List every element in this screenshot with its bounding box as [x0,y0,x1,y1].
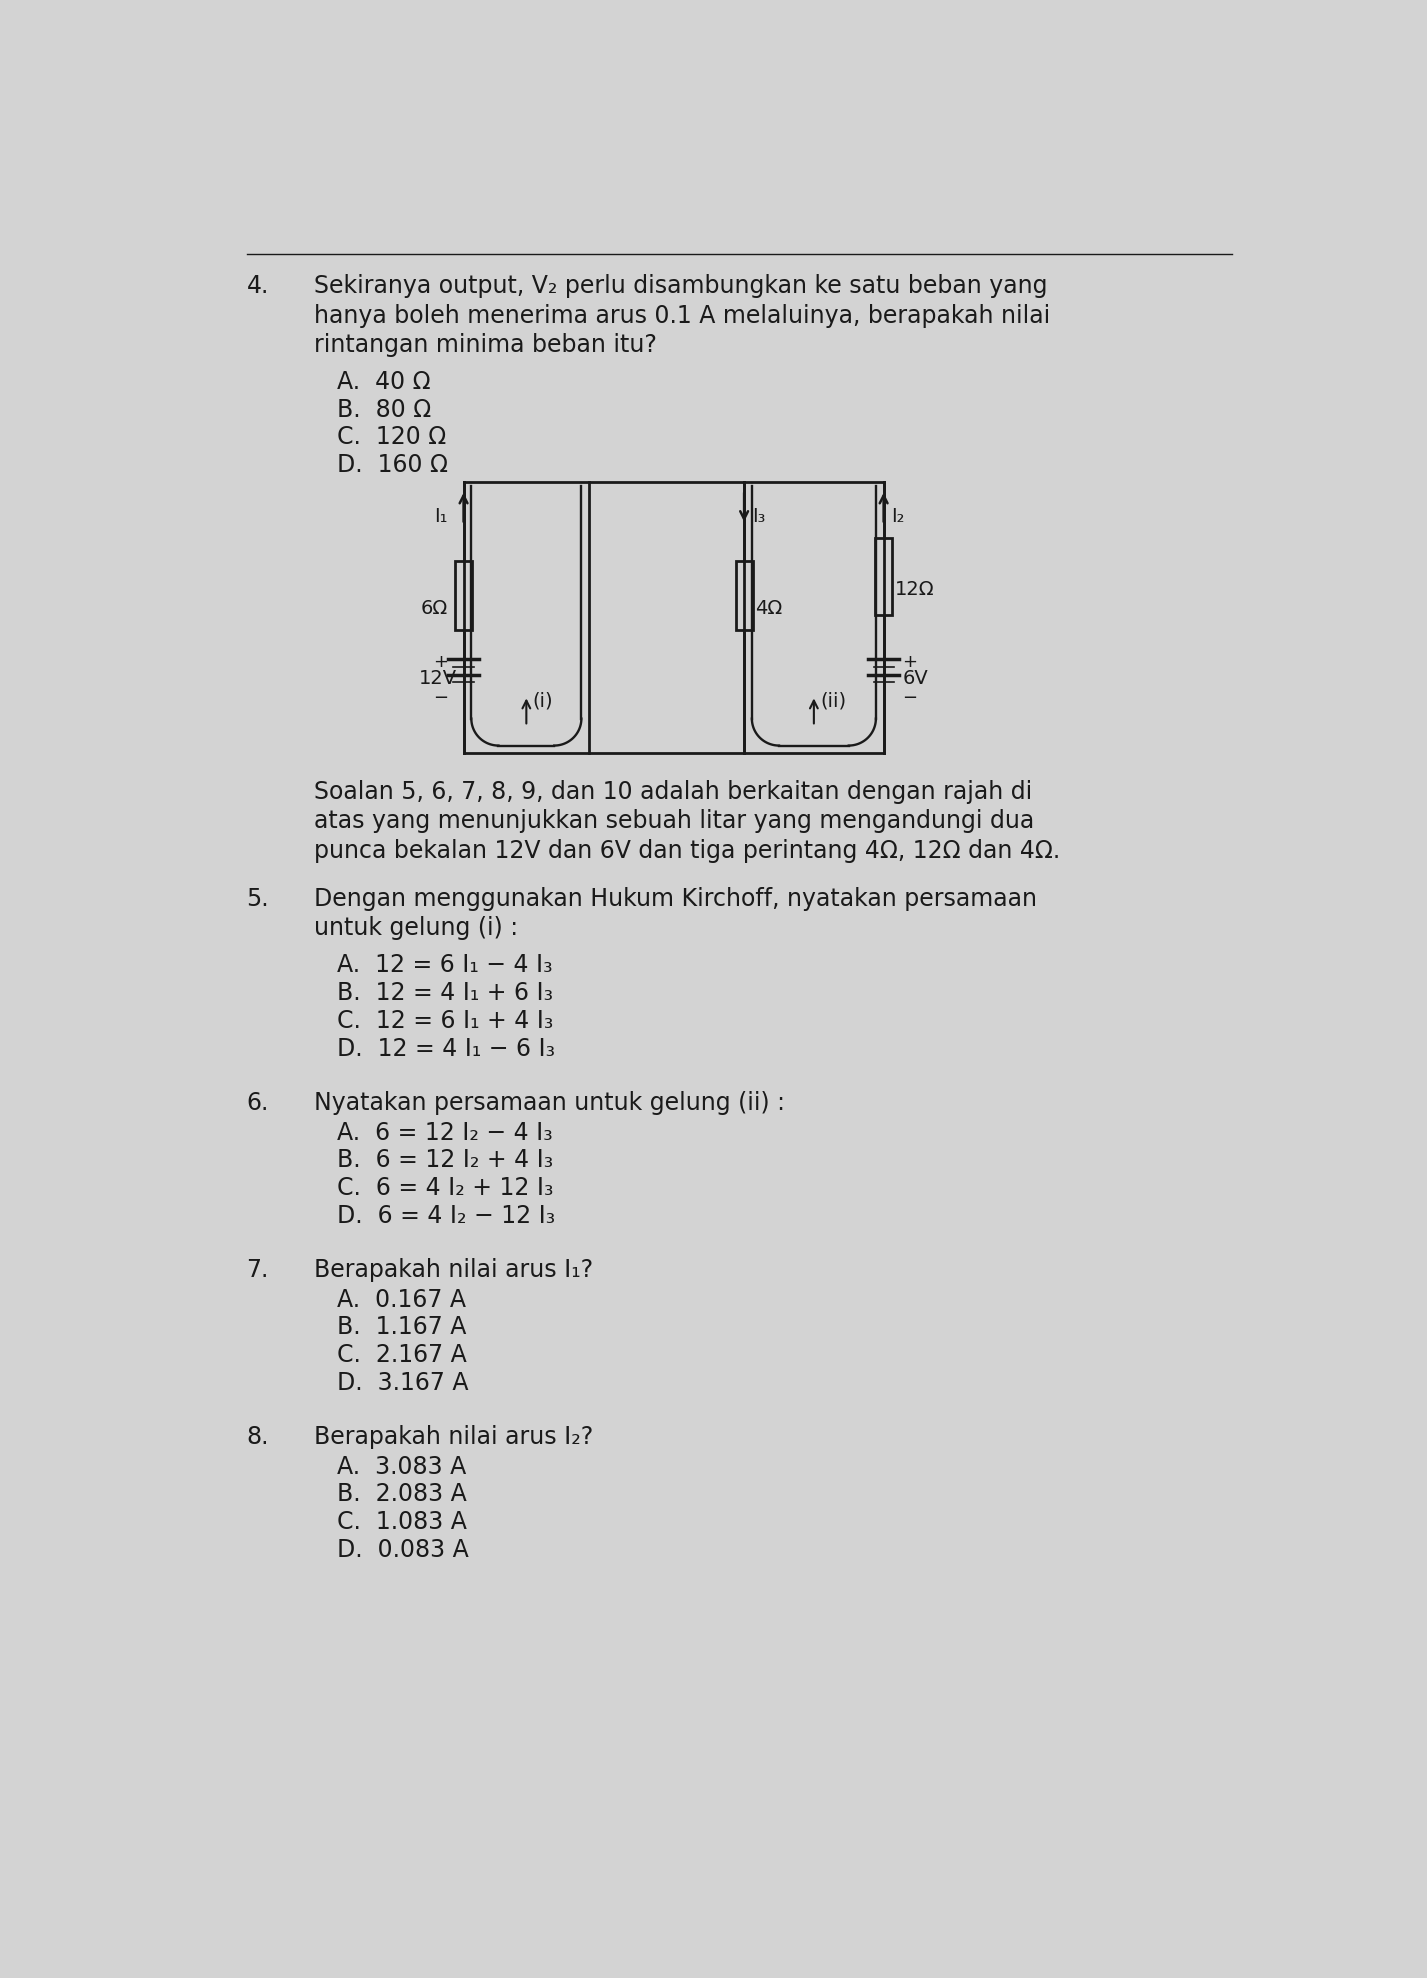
Text: Sekiranya output, V₂ perlu disambungkan ke satu beban yang: Sekiranya output, V₂ perlu disambungkan … [314,275,1047,299]
Text: I₁: I₁ [434,506,448,526]
Text: atas yang menunjukkan sebuah litar yang mengandungi dua: atas yang menunjukkan sebuah litar yang … [314,809,1035,833]
Text: 4Ω: 4Ω [755,599,782,619]
Text: Berapakah nilai arus I₂?: Berapakah nilai arus I₂? [314,1426,594,1450]
Text: 12V: 12V [418,669,457,688]
Text: 7.: 7. [247,1258,268,1282]
Text: (i): (i) [532,692,554,710]
Text: D.  0.083 A: D. 0.083 A [337,1537,469,1563]
FancyBboxPatch shape [735,560,752,631]
FancyBboxPatch shape [875,538,892,615]
Text: A.  6 = 12 I₂ − 4 I₃: A. 6 = 12 I₂ − 4 I₃ [337,1122,554,1145]
Text: C.  1.083 A: C. 1.083 A [337,1509,467,1535]
Text: D.  3.167 A: D. 3.167 A [337,1371,468,1394]
Text: 5.: 5. [247,888,270,912]
Text: untuk gelung (i) :: untuk gelung (i) : [314,916,518,940]
Text: A.  40 Ω: A. 40 Ω [337,370,431,394]
Text: B.  2.083 A: B. 2.083 A [337,1482,467,1507]
Text: C.  12 = 6 I₁ + 4 I₃: C. 12 = 6 I₁ + 4 I₃ [337,1009,554,1033]
Text: 8.: 8. [247,1426,270,1450]
Text: C.  120 Ω: C. 120 Ω [337,425,447,449]
Text: D.  6 = 4 I₂ − 12 I₃: D. 6 = 4 I₂ − 12 I₃ [337,1205,555,1228]
Text: Nyatakan persamaan untuk gelung (ii) :: Nyatakan persamaan untuk gelung (ii) : [314,1092,785,1116]
Text: 12Ω: 12Ω [895,580,935,599]
Text: −: − [902,688,918,706]
Text: 6V: 6V [902,669,928,688]
Text: Soalan 5, 6, 7, 8, 9, dan 10 adalah berkaitan dengan rajah di: Soalan 5, 6, 7, 8, 9, dan 10 adalah berk… [314,779,1032,805]
Text: A.  3.083 A: A. 3.083 A [337,1454,467,1480]
Text: I₂: I₂ [892,506,905,526]
Text: C.  6 = 4 I₂ + 12 I₃: C. 6 = 4 I₂ + 12 I₃ [337,1177,554,1201]
Text: 6Ω: 6Ω [421,599,448,619]
Text: I₃: I₃ [752,506,765,526]
Text: Berapakah nilai arus I₁?: Berapakah nilai arus I₁? [314,1258,594,1282]
Text: 4.: 4. [247,275,268,299]
Text: B.  80 Ω: B. 80 Ω [337,398,431,421]
Text: B.  1.167 A: B. 1.167 A [337,1315,467,1339]
Text: A.  0.167 A: A. 0.167 A [337,1288,467,1311]
Text: punca bekalan 12V dan 6V dan tiga perintang 4Ω, 12Ω dan 4Ω.: punca bekalan 12V dan 6V dan tiga perint… [314,839,1060,862]
Text: (ii): (ii) [821,692,846,710]
Text: A.  12 = 6 I₁ − 4 I₃: A. 12 = 6 I₁ − 4 I₃ [337,953,552,977]
Text: −: − [432,688,448,706]
Text: D.  12 = 4 I₁ − 6 I₃: D. 12 = 4 I₁ − 6 I₃ [337,1036,555,1060]
Text: rintangan minima beban itu?: rintangan minima beban itu? [314,332,656,356]
Text: Dengan menggunakan Hukum Kirchoff, nyatakan persamaan: Dengan menggunakan Hukum Kirchoff, nyata… [314,888,1037,912]
Text: C.  2.167 A: C. 2.167 A [337,1343,467,1367]
Text: B.  6 = 12 I₂ + 4 I₃: B. 6 = 12 I₂ + 4 I₃ [337,1149,554,1173]
Text: +: + [902,653,918,671]
Text: B.  12 = 4 I₁ + 6 I₃: B. 12 = 4 I₁ + 6 I₃ [337,981,554,1005]
Text: 6.: 6. [247,1092,268,1116]
Text: hanya boleh menerima arus 0.1 A melaluinya, berapakah nilai: hanya boleh menerima arus 0.1 A melaluin… [314,303,1050,328]
Text: +: + [432,653,448,671]
Text: D.  160 Ω: D. 160 Ω [337,453,448,477]
FancyBboxPatch shape [455,560,472,631]
